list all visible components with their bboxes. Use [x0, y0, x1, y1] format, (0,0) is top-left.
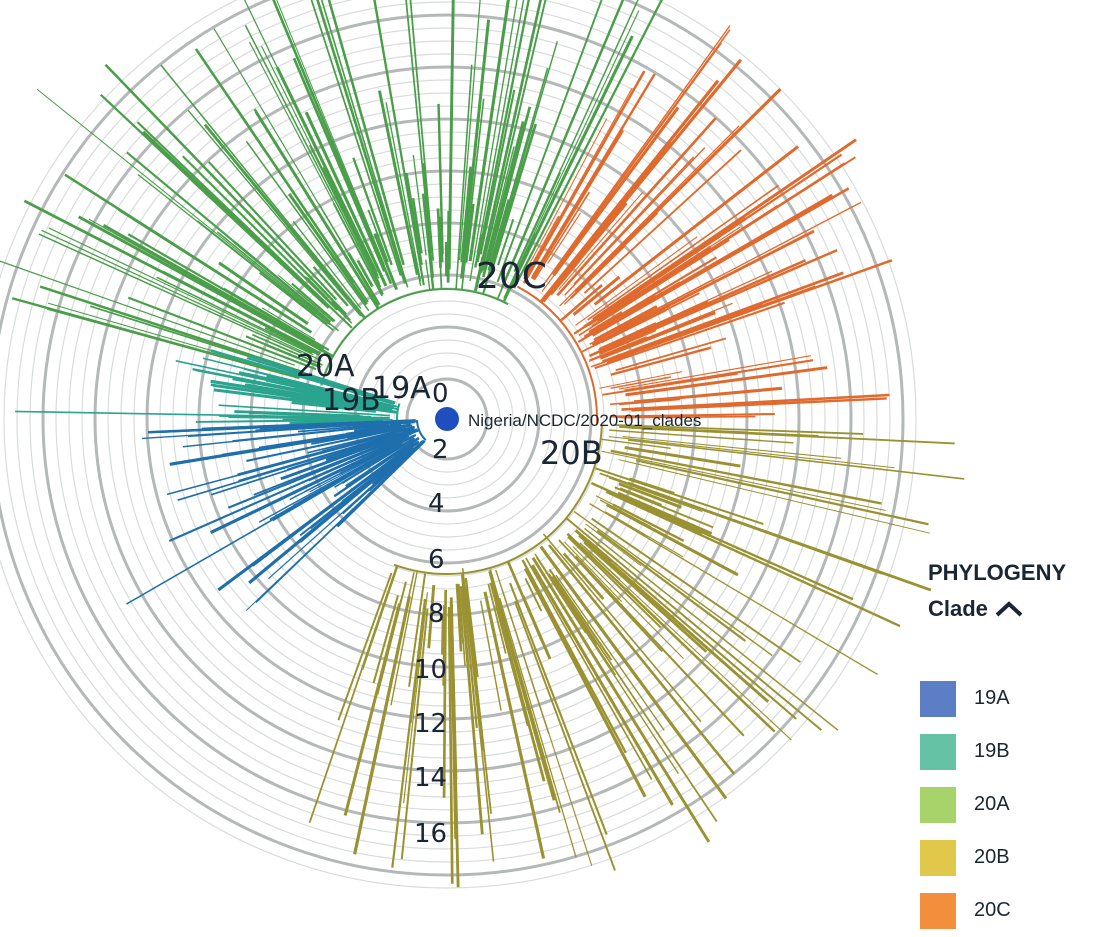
legend-swatch-20b: [920, 840, 956, 876]
tree-rings: [0, 0, 916, 888]
legend-swatch-20a: [920, 787, 956, 823]
branch: [441, 217, 442, 262]
ring-label-2: 2: [432, 435, 449, 465]
branch: [491, 583, 544, 782]
legend-label-20c: 20C: [974, 899, 1011, 922]
clade-toggle[interactable]: Clade: [928, 596, 1098, 622]
clade-label-20a: 20A: [296, 349, 355, 384]
legend-item-19b[interactable]: 19B: [920, 725, 1011, 778]
legend-label-20b: 20B: [974, 846, 1010, 869]
legend-item-20c[interactable]: 20C: [920, 884, 1011, 937]
branch: [346, 600, 400, 813]
ring-label-16: 16: [414, 819, 447, 849]
branch: [310, 593, 388, 823]
legend-label-19a: 19A: [974, 687, 1010, 710]
legend-item-19a[interactable]: 19A: [920, 672, 1011, 725]
ring-label-12: 12: [414, 709, 447, 739]
legend-swatch-19a: [920, 681, 956, 717]
legend-subtitle: Clade: [928, 596, 988, 622]
ring-label-8: 8: [428, 599, 445, 629]
root-label: Nigeria/NCDC/2020-01_clades: [468, 411, 701, 430]
clade-arc: [417, 420, 426, 440]
legend-panel: PHYLOGENY Clade 19A 19B 20A 20B 20C: [928, 560, 1098, 622]
branch: [568, 537, 661, 627]
ring-label-0: 0: [432, 379, 449, 409]
branches-20c: [517, 25, 892, 424]
legend-item-20a[interactable]: 20A: [920, 778, 1011, 831]
branch: [527, 119, 607, 270]
legend-swatch-20c: [920, 893, 956, 929]
ring-label-14: 14: [414, 763, 447, 793]
ring-label-10: 10: [414, 655, 447, 685]
legend-title: PHYLOGENY: [928, 560, 1098, 586]
legend-label-20a: 20A: [974, 793, 1010, 816]
branches-19a: [142, 420, 426, 611]
legend-item-20b[interactable]: 20B: [920, 831, 1011, 884]
legend-label-19b: 19B: [974, 740, 1010, 763]
chevron-up-icon: [994, 599, 1024, 619]
branches-20b: [310, 424, 965, 887]
clade-label-20b: 20B: [540, 434, 603, 472]
clade-label-20c: 20C: [476, 256, 547, 297]
ring-label-4: 4: [428, 489, 445, 519]
clade-label-19a: 19A: [372, 371, 431, 406]
ring-label-6: 6: [428, 545, 445, 575]
branch: [449, 0, 454, 269]
tree-branches: [0, 0, 964, 887]
root-node[interactable]: [435, 407, 459, 431]
legend-items: 19A 19B 20A 20B 20C: [920, 672, 1011, 937]
branch: [526, 558, 652, 780]
legend-swatch-19b: [920, 734, 956, 770]
